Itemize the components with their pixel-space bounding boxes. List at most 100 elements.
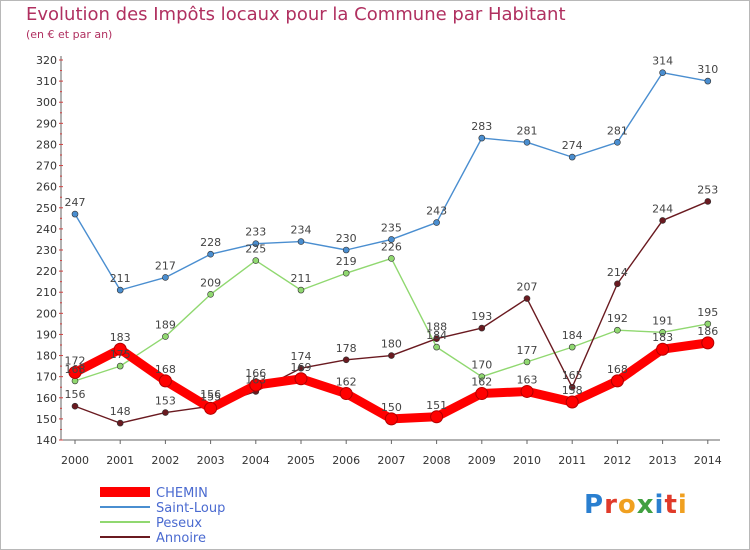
data-label: 230 bbox=[336, 232, 357, 245]
series-point-saint-loup bbox=[523, 139, 531, 146]
data-label: 235 bbox=[381, 221, 402, 234]
series-point-saint-loup bbox=[297, 238, 305, 245]
data-label: 191 bbox=[652, 314, 673, 327]
legend-label-chemin: CHEMIN bbox=[156, 486, 208, 501]
y-tick-label: 280 bbox=[36, 138, 57, 151]
series-point-peseux bbox=[704, 320, 712, 328]
series-point-chemin bbox=[701, 336, 715, 350]
y-tick-label: 160 bbox=[36, 392, 57, 405]
y-tick-label: 230 bbox=[36, 244, 57, 257]
data-label: 217 bbox=[155, 259, 176, 272]
data-label: 244 bbox=[652, 202, 673, 215]
series-point-peseux bbox=[523, 358, 531, 366]
x-tick-label: 2010 bbox=[513, 454, 541, 467]
data-label: 156 bbox=[200, 388, 221, 401]
data-label: 163 bbox=[517, 373, 538, 386]
data-label: 150 bbox=[381, 401, 402, 414]
data-label: 226 bbox=[381, 240, 402, 253]
y-tick-label: 210 bbox=[36, 286, 57, 299]
series-point-peseux bbox=[388, 255, 395, 262]
y-tick-label: 140 bbox=[36, 434, 57, 447]
x-tick-label: 2002 bbox=[151, 454, 179, 467]
y-tick-label: 220 bbox=[36, 265, 57, 278]
series-point-saint-loup bbox=[433, 219, 440, 226]
series-point-peseux bbox=[116, 362, 124, 370]
legend-label-peseux: Peseux bbox=[156, 516, 202, 531]
series-point-annoire bbox=[704, 198, 712, 205]
y-tick-label: 150 bbox=[36, 413, 57, 426]
data-label: 274 bbox=[562, 139, 583, 152]
series-point-annoire bbox=[659, 217, 666, 224]
series-point-peseux bbox=[207, 291, 214, 298]
y-tick-label: 300 bbox=[36, 96, 57, 109]
series-point-chemin bbox=[475, 387, 489, 401]
data-label: 162 bbox=[336, 376, 357, 389]
series-point-annoire bbox=[116, 419, 124, 427]
series-point-chemin bbox=[113, 342, 127, 356]
data-label: 211 bbox=[110, 272, 131, 285]
y-tick-label: 320 bbox=[36, 54, 57, 67]
data-label: 189 bbox=[155, 319, 176, 332]
data-label: 168 bbox=[155, 363, 176, 376]
series-point-peseux bbox=[252, 257, 260, 264]
series-point-saint-loup bbox=[207, 250, 214, 258]
y-tick-label: 290 bbox=[36, 117, 57, 130]
series-point-saint-loup bbox=[252, 240, 260, 247]
series-point-peseux bbox=[297, 286, 305, 294]
y-tick-label: 200 bbox=[36, 307, 57, 320]
y-tick-label: 260 bbox=[36, 181, 57, 194]
series-point-saint-loup bbox=[614, 139, 621, 146]
series-point-chemin bbox=[158, 374, 172, 388]
series-point-annoire bbox=[478, 324, 486, 332]
series-point-peseux bbox=[659, 329, 666, 336]
legend-label-saint-loup: Saint-Loup bbox=[156, 501, 225, 516]
series-point-annoire bbox=[388, 352, 395, 359]
x-tick-label: 2009 bbox=[468, 454, 496, 467]
series-point-chemin bbox=[565, 395, 579, 409]
data-label: 172 bbox=[65, 354, 86, 367]
data-label: 151 bbox=[426, 399, 447, 412]
data-label: 178 bbox=[336, 342, 357, 355]
series-point-saint-loup bbox=[704, 77, 712, 85]
data-label: 168 bbox=[607, 363, 628, 376]
chart-title: Evolution des Impôts locaux pour la Comm… bbox=[26, 4, 566, 25]
data-label: 281 bbox=[517, 124, 538, 137]
data-label: 166 bbox=[245, 367, 266, 380]
series-point-saint-loup bbox=[71, 210, 79, 218]
series-point-saint-loup bbox=[478, 134, 486, 142]
data-label: 183 bbox=[652, 331, 673, 344]
series-point-annoire bbox=[523, 295, 531, 302]
data-label: 234 bbox=[291, 224, 312, 237]
data-label: 175 bbox=[110, 348, 131, 361]
data-label: 184 bbox=[562, 329, 583, 342]
series-point-chemin bbox=[339, 387, 353, 401]
series-point-chemin bbox=[610, 374, 624, 388]
x-tick-label: 2001 bbox=[106, 454, 134, 467]
series-point-peseux bbox=[433, 343, 440, 351]
data-label: 195 bbox=[697, 306, 718, 319]
series-point-chemin bbox=[249, 378, 263, 392]
chart-subtitle: (en € et par an) bbox=[26, 28, 113, 41]
data-label: 188 bbox=[426, 321, 447, 334]
series-point-chemin bbox=[430, 410, 444, 424]
x-tick-label: 2004 bbox=[242, 454, 270, 467]
y-tick-label: 170 bbox=[36, 371, 57, 384]
data-label: 314 bbox=[652, 55, 673, 68]
x-tick-label: 2006 bbox=[332, 454, 360, 467]
data-label: 177 bbox=[517, 344, 538, 357]
series-point-annoire bbox=[433, 335, 440, 342]
data-label: 214 bbox=[607, 266, 628, 279]
series-point-chemin bbox=[520, 384, 534, 398]
data-label: 163 bbox=[245, 373, 266, 386]
y-tick-label: 310 bbox=[36, 75, 57, 88]
series-point-annoire bbox=[342, 356, 350, 364]
series-point-saint-loup bbox=[116, 286, 124, 294]
series-point-saint-loup bbox=[568, 153, 576, 161]
data-label: 192 bbox=[607, 312, 628, 325]
data-label: 153 bbox=[155, 395, 176, 408]
series-point-saint-loup bbox=[162, 274, 169, 281]
data-label: 193 bbox=[471, 310, 492, 323]
series-point-peseux bbox=[478, 373, 486, 380]
data-label: 281 bbox=[607, 124, 628, 137]
